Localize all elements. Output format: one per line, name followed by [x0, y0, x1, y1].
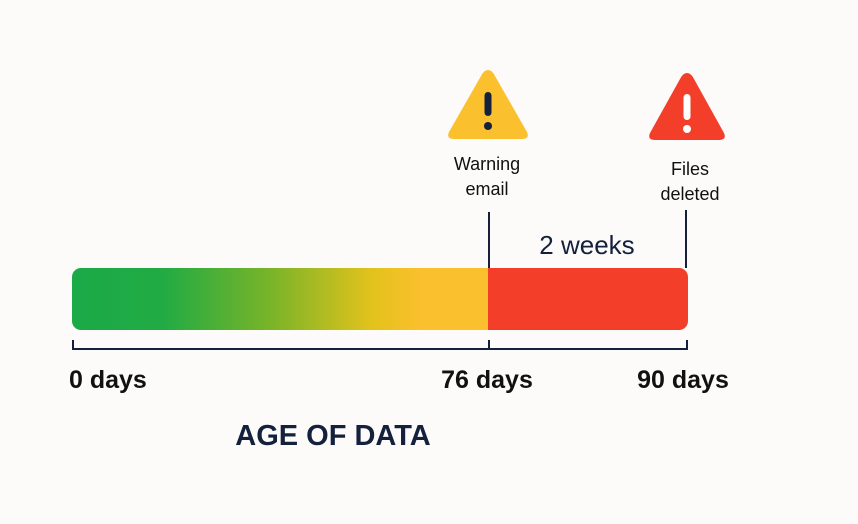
bar-green-yellow-segment	[72, 268, 488, 330]
warning-line1: Warning	[453, 154, 521, 174]
tick-label-0: 0 days	[69, 366, 147, 394]
warning-email-label: Warning email	[427, 152, 547, 202]
warning-triangle-icon	[448, 70, 528, 139]
warning-marker-line	[488, 212, 490, 268]
tick-90	[686, 340, 688, 350]
deleted-marker-line	[685, 210, 687, 268]
tick-label-76: 76 days	[441, 366, 533, 394]
files-deleted-label: Files deleted	[630, 157, 750, 207]
alert-triangle-icon	[649, 73, 725, 140]
tick-0	[72, 340, 74, 350]
deleted-line1: Files	[670, 159, 709, 179]
span-label: 2 weeks	[539, 230, 635, 260]
warning-line2: email	[465, 179, 509, 199]
bracket-line	[72, 348, 688, 350]
axis-title: AGE OF DATA	[235, 420, 431, 452]
deleted-line2: deleted	[660, 184, 720, 204]
age-bar	[72, 268, 688, 330]
tick-76	[488, 340, 490, 350]
tick-label-90: 90 days	[637, 366, 729, 394]
bar-red-segment	[488, 268, 688, 330]
